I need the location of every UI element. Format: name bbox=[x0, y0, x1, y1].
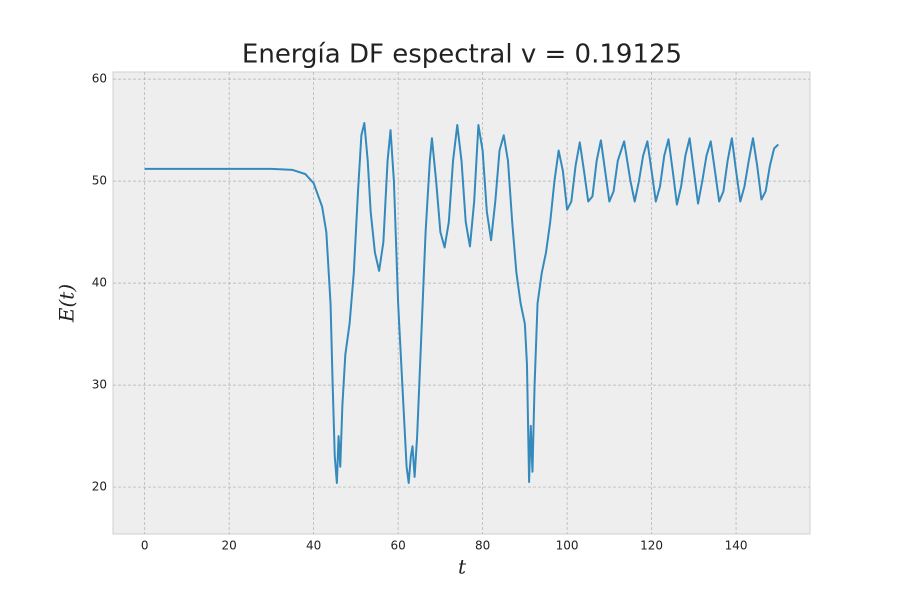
chart-title: Energía DF espectral v = 0.19125 bbox=[242, 40, 682, 70]
y-axis-label: E(t) bbox=[55, 284, 79, 323]
x-tick-label: 60 bbox=[390, 539, 405, 553]
x-tick-label: 140 bbox=[725, 539, 748, 553]
y-tick-label: 50 bbox=[92, 174, 107, 188]
line bbox=[144, 121, 780, 485]
y-tick-label: 20 bbox=[92, 480, 107, 494]
x-tick-label: 40 bbox=[306, 539, 321, 553]
x-tick-label: 120 bbox=[640, 539, 663, 553]
y-tick-label: 30 bbox=[92, 378, 107, 392]
y-tick-label: 40 bbox=[92, 276, 107, 290]
plot-area bbox=[112, 71, 811, 535]
x-tick-label: 20 bbox=[222, 539, 237, 553]
x-tick-label: 80 bbox=[475, 539, 490, 553]
x-axis-label: t bbox=[458, 555, 467, 579]
x-tick-label: 100 bbox=[556, 539, 579, 553]
y-tick-label: 60 bbox=[92, 72, 107, 86]
x-tick-label: 0 bbox=[141, 539, 149, 553]
